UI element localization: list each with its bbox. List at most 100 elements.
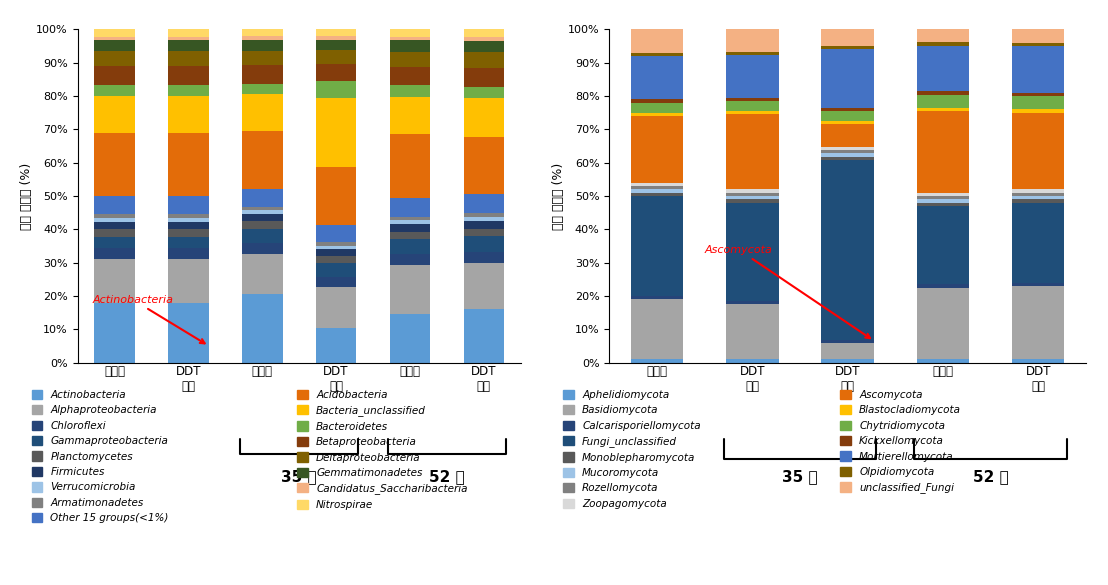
Bar [94,85,135,96]
Bar [463,309,504,363]
Bar [94,40,135,51]
Bar [242,211,283,214]
Bar [94,66,135,85]
Bar [916,108,970,111]
Bar [726,192,779,196]
Bar [630,190,684,192]
Bar [168,222,208,229]
Bar [168,96,208,133]
Bar [242,214,283,221]
Bar [316,263,357,277]
Bar [630,56,684,99]
Bar [316,246,357,249]
Bar [630,112,684,116]
Bar [168,196,208,215]
Bar [916,42,970,46]
Bar [94,259,135,304]
Legend: Ascomycota, Blastocladiomycota, Chytridiomycota, Kickxellomycota, Mortierellomyc: Ascomycota, Blastocladiomycota, Chytridi… [837,386,965,498]
Bar [630,296,684,300]
Bar [463,37,504,41]
Bar [916,199,970,202]
Bar [168,85,208,96]
Bar [390,265,430,314]
Bar [390,40,430,51]
Bar [916,91,970,95]
Bar [94,215,135,218]
Bar [726,190,779,192]
Bar [94,37,135,40]
Bar [821,359,874,363]
Bar [242,254,283,294]
Bar [242,221,283,229]
Bar [463,236,504,252]
Bar [1012,359,1065,363]
Bar [316,277,357,287]
Bar [242,51,283,66]
Bar [726,29,779,52]
Bar [821,111,874,121]
Bar [1012,29,1065,43]
Bar [94,237,135,248]
Bar [94,218,135,222]
Bar [390,254,430,265]
Bar [916,111,970,192]
Bar [390,216,430,221]
Bar [1012,196,1065,199]
Bar [726,114,779,190]
Bar [390,67,430,85]
Bar [168,259,208,304]
Text: Ascomycota: Ascomycota [705,245,870,338]
Bar [1012,286,1065,359]
Bar [630,183,684,186]
Bar [463,87,504,98]
Bar [726,301,779,304]
Bar [726,111,779,114]
Bar [916,46,970,91]
Bar [630,29,684,53]
Bar [168,248,208,259]
Bar [463,68,504,87]
Bar [821,29,874,46]
Bar [821,150,874,153]
Bar [463,29,504,37]
Bar [821,343,874,359]
Bar [390,37,430,40]
Bar [821,124,874,147]
Text: Actinobacteria: Actinobacteria [92,295,205,343]
Bar [242,95,283,130]
Text: 35 일: 35 일 [782,469,818,484]
Bar [1012,113,1065,190]
Bar [916,95,970,108]
Bar [1012,109,1065,112]
Bar [916,202,970,206]
Bar [916,287,970,359]
Bar [390,224,430,232]
Bar [242,66,283,84]
Bar [630,192,684,196]
Bar [726,202,779,301]
Bar [463,41,504,52]
Bar [390,29,430,37]
Bar [168,304,208,363]
Bar [463,221,504,229]
Bar [630,196,684,296]
Text: 35 일: 35 일 [281,469,317,484]
Bar [168,215,208,218]
Bar [821,108,874,111]
Bar [916,359,970,363]
Bar [390,51,430,67]
Bar [821,49,874,108]
Bar [463,229,504,236]
Bar [1012,192,1065,196]
Bar [630,102,684,112]
Bar [821,157,874,160]
Bar [94,229,135,237]
Text: 52 일: 52 일 [973,469,1008,484]
Bar [821,153,874,157]
Bar [463,136,504,194]
Bar [316,40,357,50]
Bar [463,217,504,221]
Bar [463,98,504,136]
Bar [242,294,283,363]
Bar [168,51,208,66]
